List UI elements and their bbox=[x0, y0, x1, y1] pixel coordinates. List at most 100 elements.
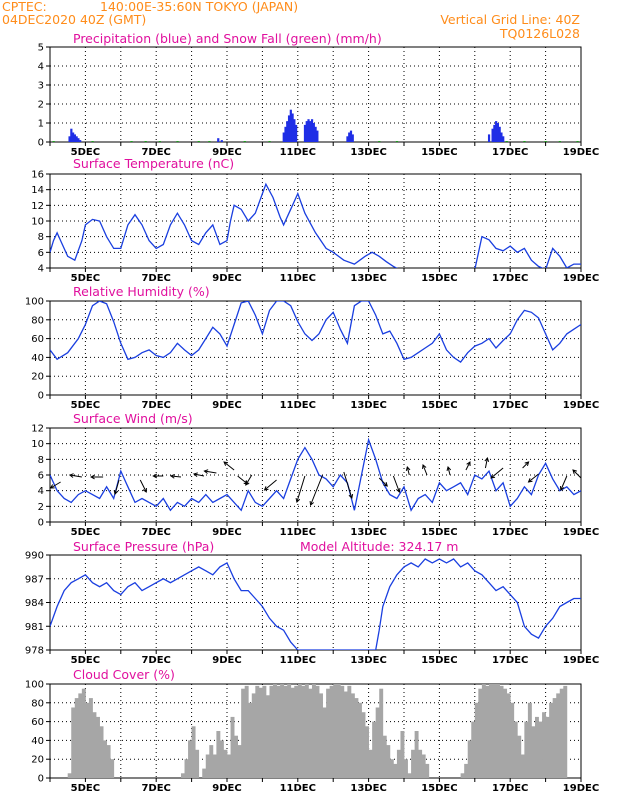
cloud-bar bbox=[219, 740, 224, 778]
cloud-bar bbox=[368, 749, 373, 778]
x-tick-label: 17DEC bbox=[492, 655, 528, 666]
wind-arrow bbox=[114, 479, 120, 495]
cloud-bar bbox=[273, 684, 277, 778]
x-tick-label: 11DEC bbox=[280, 400, 316, 411]
cloud-bar bbox=[248, 702, 253, 778]
cloud-bar bbox=[71, 707, 76, 778]
cloud-bar bbox=[545, 716, 550, 778]
wind-arrow-head bbox=[422, 464, 427, 470]
wind-arrow bbox=[50, 481, 61, 489]
cloud-bar bbox=[92, 712, 97, 778]
y-tick-label: 10 bbox=[31, 439, 44, 450]
panel-title: Surface Wind (m/s) bbox=[73, 411, 193, 426]
wind-arrow-head bbox=[90, 474, 95, 480]
wind-arrow-head bbox=[245, 480, 250, 486]
y-tick-label: 0 bbox=[38, 774, 44, 785]
precip-bar bbox=[310, 119, 314, 142]
cloud-bar bbox=[425, 763, 430, 778]
panel-0: 0 1 2 3 4 5 5DEC 7DEC 9DEC 11DEC 13DEC 15DEC 17DEC 19… bbox=[38, 31, 600, 158]
precip-bar bbox=[346, 136, 349, 142]
cloud-bar bbox=[110, 759, 115, 778]
cloud-bar bbox=[319, 693, 323, 778]
precip-bar bbox=[305, 121, 308, 142]
y-tick-label: 14 bbox=[31, 185, 44, 196]
panel-4: 978 981 984 987 990 5DEC 7DEC 9DEC 11DEC 13DEC 15D… bbox=[25, 539, 599, 666]
wind-arrow-head bbox=[490, 474, 496, 479]
wind-arrow-head bbox=[192, 472, 198, 477]
cloud-bar bbox=[386, 745, 391, 778]
cloud-bar bbox=[524, 721, 529, 778]
header-source: CPTEC: bbox=[2, 0, 47, 14]
y-tick-label: 12 bbox=[31, 201, 44, 212]
x-tick-label: 7DEC bbox=[141, 273, 170, 284]
x-tick-label: 9DEC bbox=[212, 273, 241, 284]
cloud-bar bbox=[396, 749, 401, 778]
model-altitude: Model Altitude: 324.17 m bbox=[300, 539, 458, 554]
y-tick-label: 2 bbox=[38, 100, 44, 111]
precip-bar bbox=[217, 138, 220, 142]
precip-bar bbox=[72, 132, 75, 142]
wind-arrow bbox=[422, 464, 428, 476]
precip-bar bbox=[293, 119, 296, 142]
cloud-bar bbox=[393, 763, 398, 778]
y-tick-label: 6 bbox=[38, 248, 44, 259]
y-tick-label: 10 bbox=[31, 217, 44, 228]
precip-bar bbox=[493, 124, 496, 142]
wind-arrow bbox=[378, 477, 388, 487]
x-tick-label: 17DEC bbox=[492, 783, 528, 794]
cloud-bar bbox=[488, 684, 493, 778]
panel-title: Surface Temperature (nC) bbox=[73, 156, 234, 171]
cloud-bar bbox=[205, 754, 210, 778]
precip-bar bbox=[495, 121, 498, 142]
cloud-bar bbox=[333, 684, 338, 778]
x-tick-label: 17DEC bbox=[492, 527, 528, 538]
cloud-bar bbox=[212, 754, 217, 778]
x-tick-label: 7DEC bbox=[141, 400, 170, 411]
panel-title: Precipitation (blue) and Snow Fall (gree… bbox=[73, 31, 382, 46]
x-tick-label: 15DEC bbox=[421, 527, 457, 538]
y-tick-label: 3 bbox=[38, 81, 44, 92]
x-tick-label: 13DEC bbox=[350, 273, 386, 284]
precip-bar bbox=[544, 141, 547, 142]
cloud-bar bbox=[287, 684, 292, 778]
x-tick-label: 7DEC bbox=[141, 783, 170, 794]
cloud-bar bbox=[262, 685, 267, 778]
precip-bar bbox=[312, 123, 315, 142]
cloud-bar bbox=[180, 773, 185, 778]
cloud-bar bbox=[99, 726, 104, 778]
y-tick-label: 990 bbox=[25, 551, 44, 562]
precip-bar bbox=[77, 138, 80, 142]
precip-bar bbox=[558, 141, 561, 142]
cloud-bar bbox=[88, 698, 93, 778]
precip-bar bbox=[208, 141, 211, 142]
wind-arrow bbox=[310, 474, 324, 506]
cloud-bar bbox=[304, 684, 309, 778]
precip-bar bbox=[491, 128, 494, 142]
cloud-bar bbox=[400, 731, 405, 778]
wind-arrow-head bbox=[348, 493, 354, 499]
x-tick-label: 5DEC bbox=[71, 273, 100, 284]
x-tick-label: 7DEC bbox=[141, 655, 170, 666]
cloud-bar bbox=[421, 754, 426, 778]
precip-bar bbox=[243, 141, 246, 142]
x-tick-label: 17DEC bbox=[492, 273, 528, 284]
y-tick-label: 8 bbox=[38, 232, 44, 243]
cloud-bar bbox=[195, 749, 200, 778]
cloud-bar bbox=[552, 698, 557, 778]
y-tick-label: 16 bbox=[31, 170, 44, 181]
precip-bar bbox=[351, 134, 354, 142]
y-tick-label: 0 bbox=[38, 391, 44, 402]
cloud-bar bbox=[216, 731, 221, 778]
x-tick-label: 11DEC bbox=[280, 783, 316, 794]
y-tick-label: 0 bbox=[38, 138, 44, 149]
wind-arrow-head bbox=[484, 456, 490, 462]
cloud-bar bbox=[322, 707, 327, 778]
y-tick-label: 5 bbox=[38, 43, 44, 54]
wind-arrow-head bbox=[49, 484, 55, 489]
y-tick-label: 80 bbox=[31, 698, 44, 709]
cloud-bar bbox=[531, 726, 536, 778]
cloud-bar bbox=[258, 687, 263, 778]
precip-bar bbox=[158, 141, 161, 142]
series-line bbox=[50, 558, 581, 650]
